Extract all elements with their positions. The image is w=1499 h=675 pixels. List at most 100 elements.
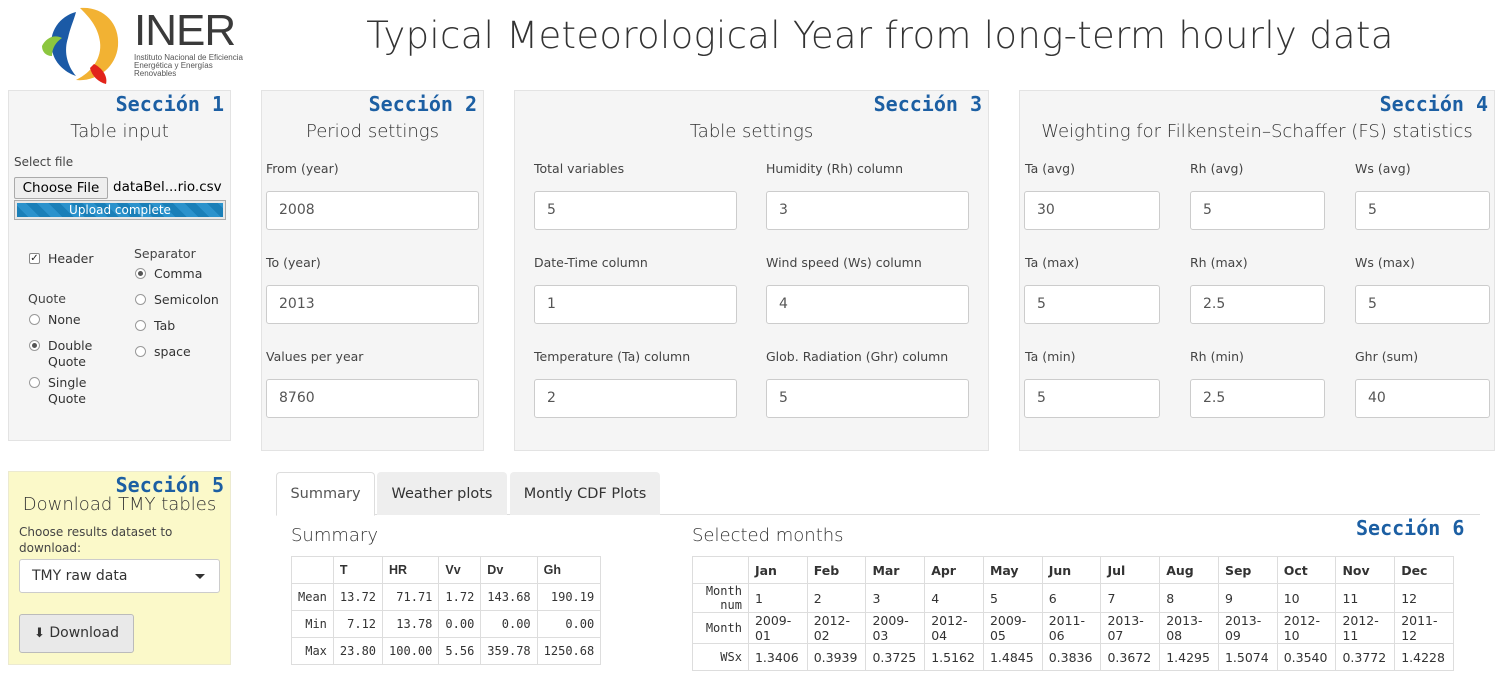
quote-option-double: Double Quote: [48, 338, 93, 369]
ws-max-input[interactable]: 5: [1355, 285, 1490, 324]
table-cell: 2009-01: [747, 612, 808, 644]
table-cell: 100.00: [382, 637, 440, 665]
download-panel: Sección 5 Download TMY tables Choose res…: [8, 471, 231, 665]
table-cell: 2012-10: [1276, 612, 1337, 644]
separator-radio-semicolon[interactable]: [135, 294, 146, 305]
table-header: Apr: [924, 556, 984, 584]
humidity-column-input[interactable]: 3: [766, 191, 969, 230]
table-row: Month num 1 2 3 4 5 6 7 8 9 10 11 12: [692, 583, 1454, 613]
panel-title: Period settings: [305, 121, 439, 142]
rh-min-input[interactable]: 2.5: [1190, 379, 1325, 418]
section-label: Sección 4: [1379, 92, 1488, 116]
table-cell: 0.3772: [1335, 643, 1396, 671]
to-year-label: To (year): [266, 255, 321, 270]
total-variables-input[interactable]: 5: [534, 191, 737, 230]
dataset-select[interactable]: TMY raw data: [19, 559, 220, 593]
header-checkbox[interactable]: ✓: [29, 253, 40, 264]
values-per-year-input[interactable]: 8760: [266, 379, 479, 418]
table-cell: 1.4295: [1159, 643, 1219, 671]
table-cell: 0.3939: [806, 643, 867, 671]
table-header: May: [982, 556, 1043, 584]
table-cell: Min: [291, 610, 334, 638]
table-cell: 9: [1217, 583, 1278, 613]
table-cell: 0.3540: [1276, 643, 1337, 671]
from-year-input[interactable]: 2008: [266, 191, 479, 230]
table-cell: 12: [1394, 583, 1454, 613]
datetime-column-input[interactable]: 1: [534, 285, 737, 324]
to-year-input[interactable]: 2013: [266, 285, 479, 324]
table-cell: Month num: [692, 583, 749, 613]
table-cell: 0.00: [438, 610, 482, 638]
table-header: Jan: [747, 556, 808, 584]
dataset-select-value: TMY raw data: [32, 568, 128, 584]
rh-max-input[interactable]: 2.5: [1190, 285, 1325, 324]
table-cell: 1.72: [438, 583, 482, 611]
table-cell: 0.00: [536, 610, 602, 638]
ta-min-label: Ta (min): [1025, 349, 1076, 364]
table-cell: 0.00: [480, 610, 538, 638]
table-cell: 2009-03: [865, 612, 926, 644]
separator-radio-comma[interactable]: [135, 268, 146, 279]
table-cell: 11: [1335, 583, 1396, 613]
ta-avg-input[interactable]: 30: [1024, 191, 1160, 230]
ta-max-input[interactable]: 5: [1024, 285, 1160, 324]
ghr-sum-input[interactable]: 40: [1355, 379, 1490, 418]
rh-avg-input[interactable]: 5: [1190, 191, 1325, 230]
quote-option-single: Single Quote: [48, 375, 87, 406]
table-cell: 6: [1041, 583, 1102, 613]
ta-min-input[interactable]: 5: [1024, 379, 1160, 418]
table-header: [291, 556, 334, 584]
table-cell: 2013-08: [1159, 612, 1219, 644]
section-label: Sección 1: [115, 92, 224, 116]
radiation-column-input[interactable]: 5: [766, 379, 969, 418]
rh-max-label: Rh (max): [1190, 255, 1248, 270]
table-cell: 0.3836: [1041, 643, 1102, 671]
total-variables-label: Total variables: [534, 161, 625, 176]
separator-option-comma: Comma: [154, 266, 203, 281]
temperature-column-input[interactable]: 2: [534, 379, 737, 418]
table-cell: 1.4228: [1394, 643, 1454, 671]
iner-logo: INER Instituto Nacional de Eficiencia En…: [30, 0, 243, 88]
choose-file-button[interactable]: Choose File: [14, 177, 108, 199]
table-header: Mar: [865, 556, 926, 584]
download-button[interactable]: ⬇ Download: [19, 614, 134, 653]
table-settings-panel: Sección 3 Table settings Total variables…: [514, 90, 989, 451]
from-year-label: From (year): [266, 161, 339, 176]
table-header: Sep: [1217, 556, 1278, 584]
header-label: Header: [48, 251, 94, 266]
fs-weighting-panel: Sección 4 Weighting for Filkenstein–Scha…: [1019, 90, 1495, 451]
rh-min-label: Rh (min): [1190, 349, 1244, 364]
panel-title: Download TMY tables: [22, 494, 217, 515]
ws-avg-input[interactable]: 5: [1355, 191, 1490, 230]
quote-option-none: None: [48, 312, 81, 327]
table-input-panel: Sección 1 Table input Select file Choose…: [8, 90, 231, 441]
separator-label: Separator: [134, 246, 196, 261]
logo-wordmark: INER: [134, 6, 236, 55]
separator-radio-space[interactable]: [135, 346, 146, 357]
table-header: Gh: [536, 556, 602, 584]
tab-summary[interactable]: Summary: [276, 472, 375, 516]
separator-radio-tab[interactable]: [135, 320, 146, 331]
tab-weather-plots[interactable]: Weather plots: [377, 472, 507, 515]
table-cell: 2009-05: [982, 612, 1043, 644]
table-cell: 1.5162: [924, 643, 984, 671]
quote-radio-single[interactable]: [29, 377, 40, 388]
table-header: Jun: [1041, 556, 1102, 584]
radiation-column-label: Glob. Radiation (Ghr) column: [766, 349, 949, 364]
wind-speed-column-input[interactable]: 4: [766, 285, 969, 324]
selected-file-name: dataBel...rio.csv: [113, 179, 222, 195]
quote-radio-double[interactable]: [29, 340, 40, 351]
tab-cdf-plots[interactable]: Montly CDF Plots: [510, 472, 660, 515]
panel-title: Table settings: [689, 121, 814, 142]
table-cell: 1.5074: [1217, 643, 1278, 671]
table-row: Min 7.12 13.78 0.00 0.00 0.00: [291, 610, 602, 638]
table-cell: 2012-11: [1335, 612, 1396, 644]
section-label: Sección 2: [368, 92, 477, 116]
panel-title: Table input: [70, 121, 169, 142]
ta-avg-label: Ta (avg): [1025, 161, 1075, 176]
values-per-year-label: Values per year: [266, 349, 364, 364]
quote-radio-none[interactable]: [29, 314, 40, 325]
rh-avg-label: Rh (avg): [1190, 161, 1244, 176]
table-cell: 2013-07: [1100, 612, 1161, 644]
table-cell: 8: [1159, 583, 1219, 613]
